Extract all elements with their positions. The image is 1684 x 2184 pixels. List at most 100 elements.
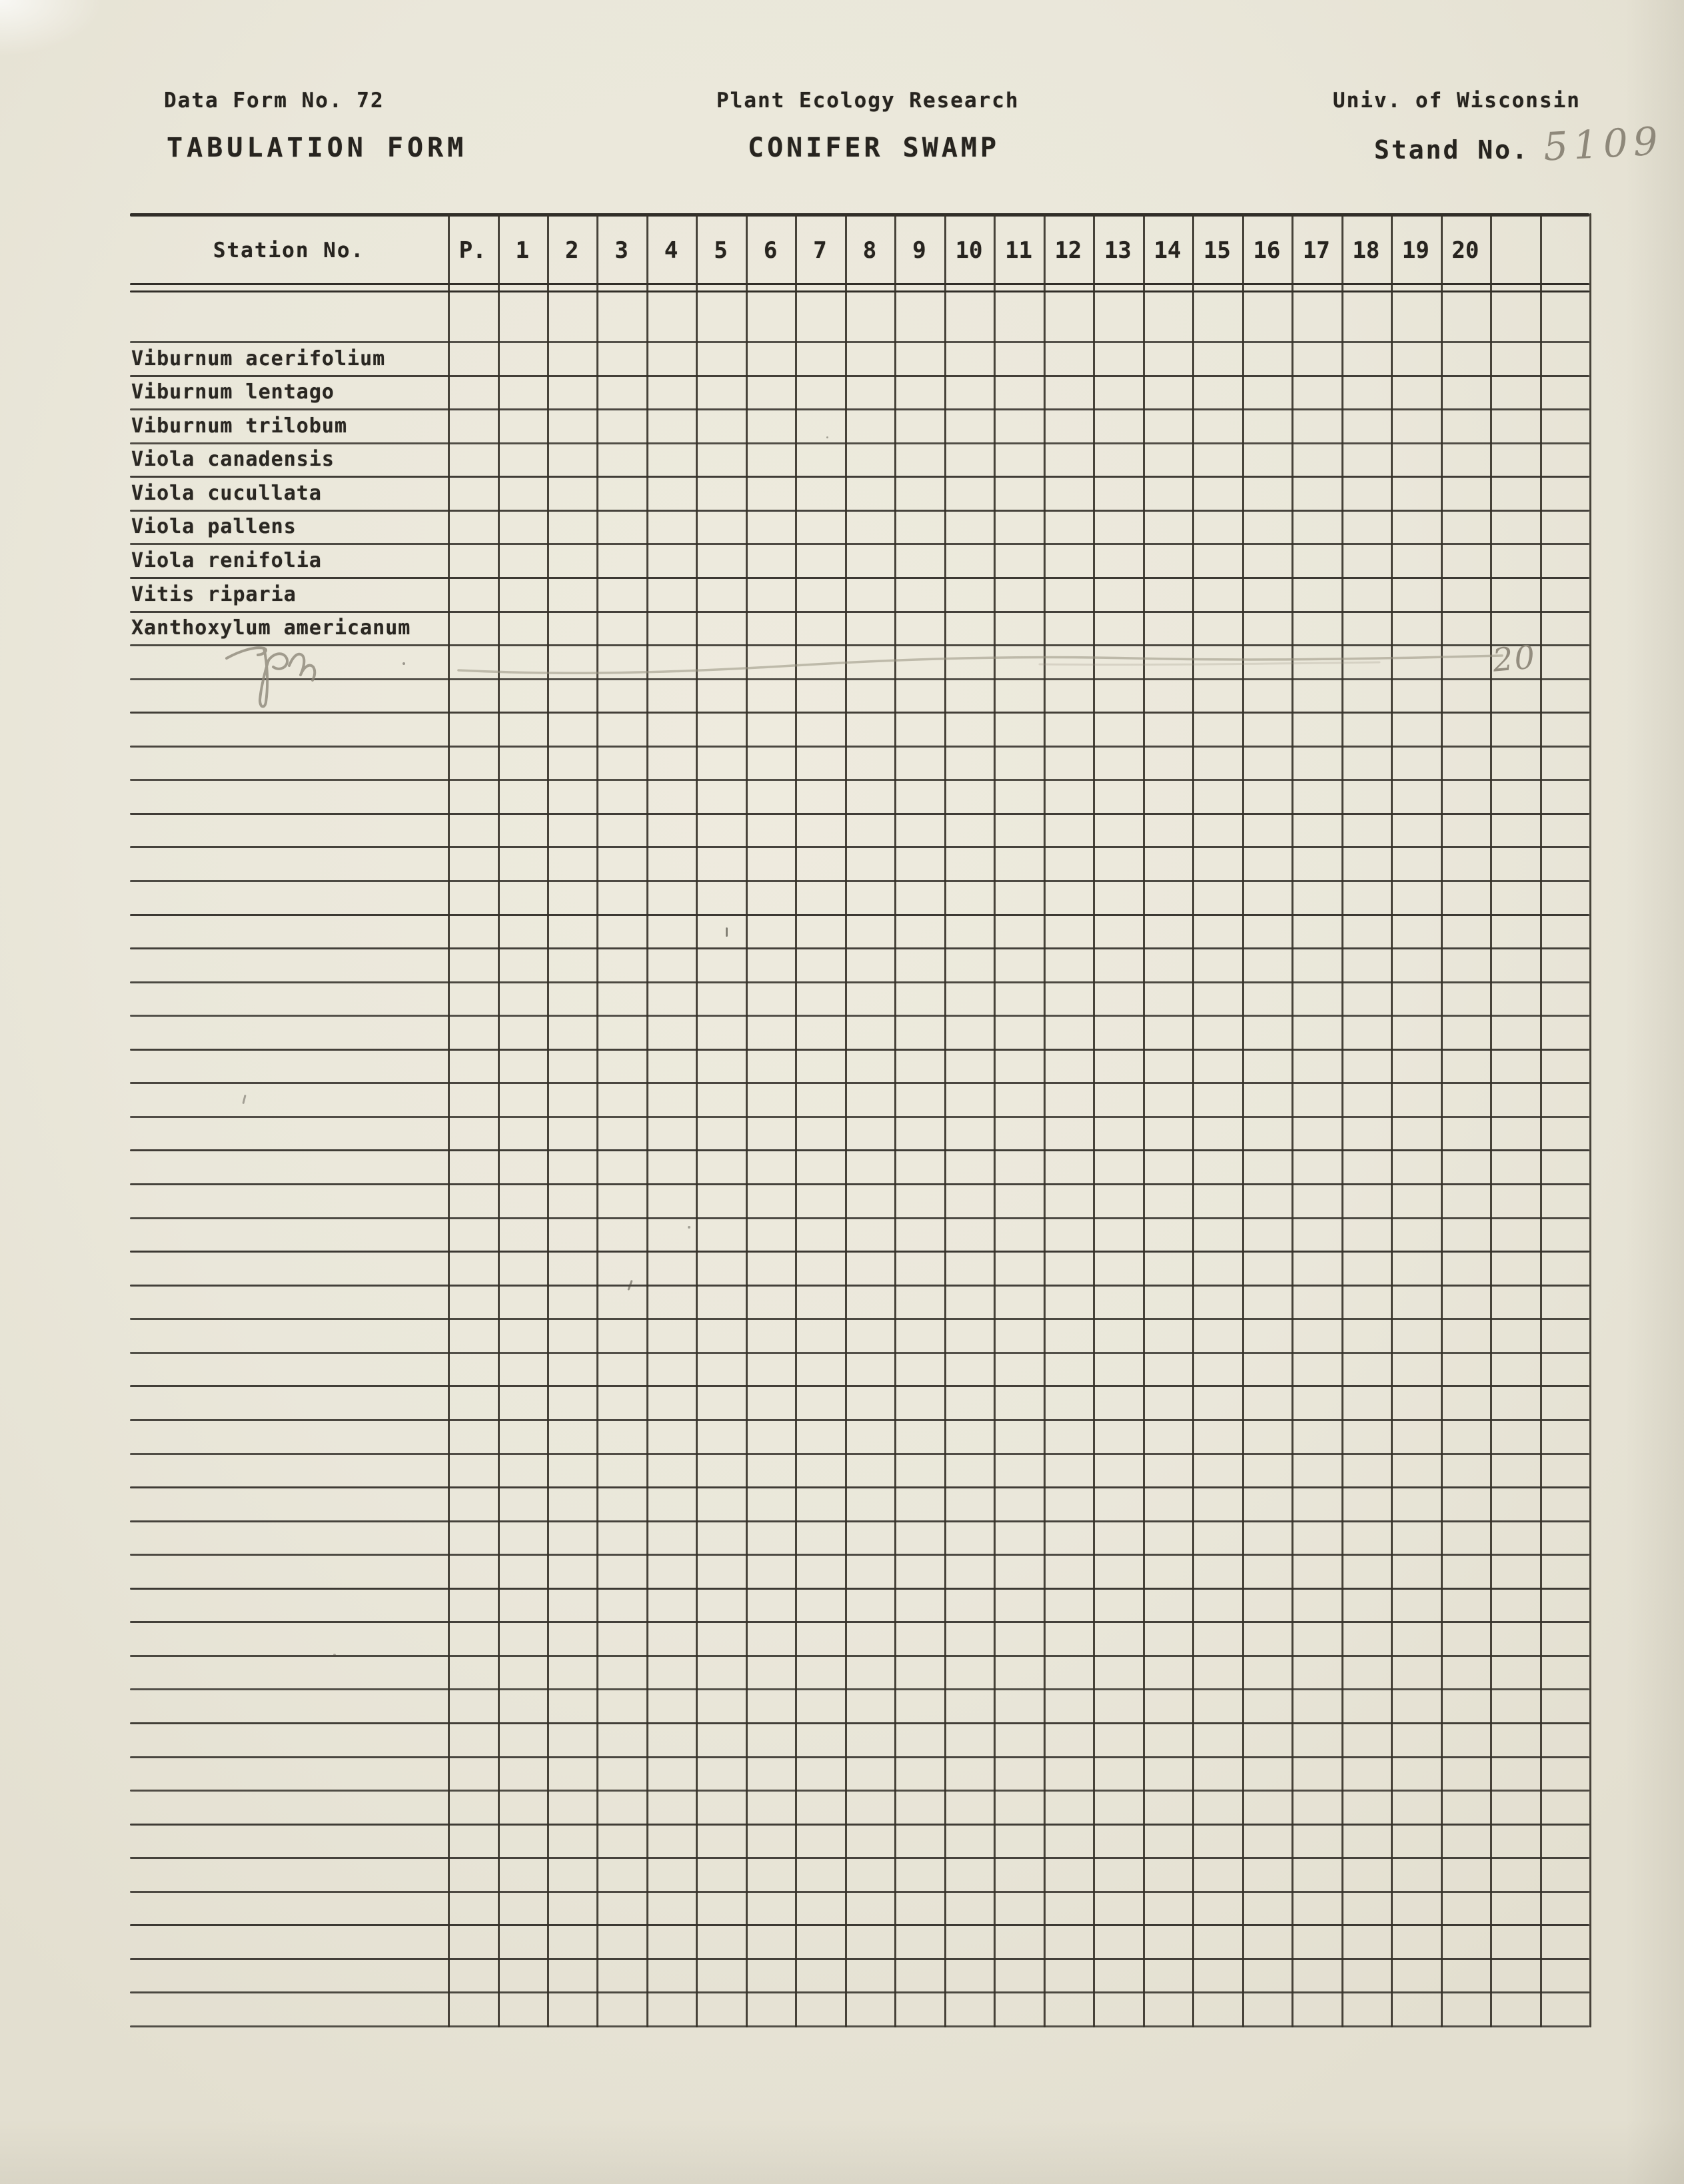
row-line [130, 1890, 1589, 1893]
row-line [130, 1857, 1589, 1860]
species-row-label: Xanthoxylum americanum [131, 616, 411, 640]
column-header-8: 8 [862, 237, 877, 264]
column-header-13: 13 [1104, 237, 1132, 264]
row-line [130, 1520, 1589, 1522]
column-header-4: 4 [664, 237, 678, 264]
row-line [130, 1957, 1589, 1960]
column-header-16: 16 [1253, 237, 1281, 264]
row-line [130, 1452, 1589, 1455]
row-line [130, 1251, 1589, 1253]
stand-number-label: Stand No. [1374, 135, 1529, 165]
project-name: Plant Ecology Research [716, 89, 1020, 113]
row-line [130, 1587, 1589, 1590]
column-line [1440, 213, 1443, 2027]
species-row-label: Viola renifolia [131, 548, 322, 572]
row-line [130, 1756, 1589, 1758]
row-line [130, 1015, 1589, 1017]
column-header-6: 6 [763, 237, 778, 264]
column-line [596, 213, 599, 2027]
row-line [130, 1318, 1589, 1321]
table-top-rule [130, 213, 1589, 217]
pencil-strike-line [457, 654, 1503, 674]
row-line [130, 1385, 1589, 1388]
scan-speck [826, 436, 828, 438]
row-line [130, 509, 1589, 512]
column-line [1192, 213, 1195, 2027]
column-header-19: 19 [1401, 237, 1429, 264]
row-line [130, 712, 1589, 714]
column-header-p: P. [458, 237, 486, 264]
column-header-10: 10 [955, 237, 983, 264]
species-row-label: Viburnum lentago [131, 380, 335, 404]
row-line [130, 1621, 1589, 1624]
row-line [130, 812, 1589, 815]
column-line [1093, 213, 1096, 2027]
station-number-header: Station No. [213, 238, 365, 263]
row-line [130, 1149, 1589, 1152]
column-line [1043, 213, 1046, 2027]
column-header-11: 11 [1005, 237, 1033, 264]
column-line [1539, 213, 1542, 2027]
species-row-label: Viburnum trilobum [131, 414, 348, 438]
scan-speck [688, 1226, 690, 1229]
column-line [448, 213, 450, 2027]
row-line [130, 745, 1589, 748]
column-header-3: 3 [614, 237, 628, 264]
row-line [130, 947, 1589, 950]
column-header-blank [1490, 217, 1540, 283]
row-line [130, 1991, 1589, 1994]
stand-number-handwritten-value: 5109 [1542, 118, 1665, 170]
column-line [1391, 213, 1393, 2027]
row-line [130, 644, 1589, 646]
row-line [130, 1048, 1589, 1051]
column-line [646, 213, 648, 2027]
row-line [130, 1082, 1589, 1085]
row-line [130, 543, 1589, 546]
row-line [130, 1924, 1589, 1927]
row-line [130, 408, 1589, 411]
column-header-14: 14 [1154, 237, 1182, 264]
column-header-blank [1540, 217, 1590, 283]
row-line [130, 846, 1589, 849]
column-header-5: 5 [714, 237, 728, 264]
column-line [1242, 213, 1244, 2027]
form-title: TABULATION FORM [167, 133, 468, 163]
column-header-17: 17 [1302, 237, 1330, 264]
institution-name: Univ. of Wisconsin [1333, 89, 1581, 113]
row-line [130, 1351, 1589, 1354]
row-line [130, 1823, 1589, 1826]
scan-speck [403, 662, 405, 665]
column-line [795, 213, 798, 2027]
column-header-2: 2 [565, 237, 579, 264]
row-line [130, 913, 1589, 916]
column-header-20: 20 [1451, 237, 1479, 264]
scan-speck [242, 1094, 247, 1105]
row-line [130, 341, 1589, 343]
column-line [1589, 213, 1591, 2027]
row-line [130, 1183, 1589, 1185]
column-line [1291, 213, 1294, 2027]
column-line [547, 213, 549, 2027]
column-line [497, 213, 500, 2027]
row-line [130, 981, 1589, 983]
row-line [130, 1115, 1589, 1118]
row-line [130, 1418, 1589, 1421]
row-line [130, 576, 1589, 579]
row-line [130, 442, 1589, 444]
column-header-1: 1 [515, 237, 529, 264]
row-line [130, 1284, 1589, 1287]
row-line [130, 1688, 1589, 1691]
form-number: Data Form No. 72 [164, 89, 385, 113]
column-line [894, 213, 897, 2027]
species-row-label: Viola cucullata [131, 481, 322, 505]
row-line [130, 880, 1589, 882]
pencil-count-label: 20 [1491, 638, 1538, 680]
pencil-initials [225, 646, 317, 708]
column-header-18: 18 [1352, 237, 1380, 264]
row-line [130, 1790, 1589, 1792]
row-line [130, 610, 1589, 613]
species-row-label: Viburnum acerifolium [131, 346, 386, 370]
header-double-rule [130, 283, 1589, 285]
row-line [130, 374, 1589, 377]
